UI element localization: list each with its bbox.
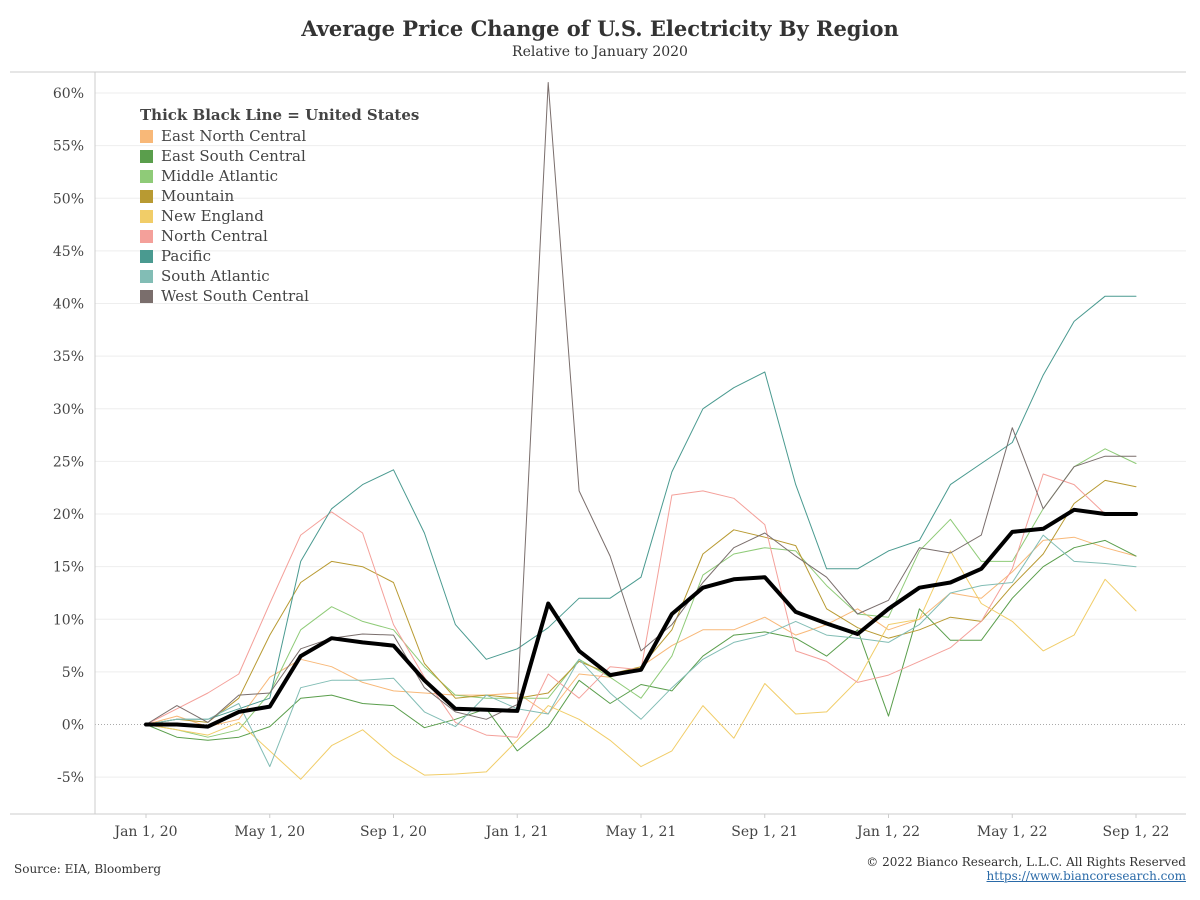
legend-label: Middle Atlantic bbox=[161, 167, 279, 185]
legend-item-east-north-central: East North Central bbox=[140, 126, 419, 146]
source-note: Source: EIA, Bloomberg bbox=[14, 862, 162, 876]
x-tick-label: Jan 1, 22 bbox=[855, 824, 920, 840]
chart-title: Average Price Change of U.S. Electricity… bbox=[301, 16, 899, 41]
legend-swatch bbox=[140, 229, 153, 243]
legend-title: Thick Black Line = United States bbox=[140, 106, 420, 124]
y-tick-label: 0% bbox=[62, 718, 84, 734]
y-tick-label: 20% bbox=[53, 507, 84, 523]
legend-swatch bbox=[140, 269, 153, 283]
series-line-east-south-central bbox=[145, 539, 1137, 752]
legend-label: Mountain bbox=[161, 187, 235, 205]
legend-label: South Atlantic bbox=[161, 267, 270, 285]
legend-item-south-atlantic: South Atlantic bbox=[140, 266, 419, 286]
legend-swatch bbox=[140, 209, 153, 223]
y-tick-label: 10% bbox=[53, 612, 84, 628]
x-tick-label: Jan 1, 21 bbox=[484, 824, 549, 840]
series-line-south-atlantic bbox=[145, 534, 1137, 768]
legend-item-new-england: New England bbox=[140, 206, 419, 226]
x-tick-label: May 1, 21 bbox=[606, 824, 677, 840]
y-tick-label: 30% bbox=[53, 402, 84, 418]
x-tick-label: May 1, 22 bbox=[977, 824, 1048, 840]
y-tick-label: 50% bbox=[53, 191, 84, 207]
legend-label: West South Central bbox=[161, 287, 309, 305]
series-line-mountain bbox=[145, 479, 1137, 725]
y-tick-label: 55% bbox=[53, 139, 84, 155]
series-line-united-states bbox=[144, 507, 1138, 729]
legend: Thick Black Line = United States East No… bbox=[140, 106, 419, 306]
y-tick-label: 25% bbox=[53, 454, 84, 470]
legend-item-mountain: Mountain bbox=[140, 186, 419, 206]
copyright-block: © 2022 Bianco Research, L.L.C. All Right… bbox=[866, 855, 1186, 883]
legend-item-middle-atlantic: Middle Atlantic bbox=[140, 166, 419, 186]
legend-label: Pacific bbox=[161, 247, 211, 265]
chart-subtitle: Relative to January 2020 bbox=[512, 44, 688, 60]
legend-item-pacific: Pacific bbox=[140, 246, 419, 266]
y-tick-label: -5% bbox=[57, 770, 84, 786]
legend-item-west-south-central: West South Central bbox=[140, 286, 419, 306]
legend-item-north-central: North Central bbox=[140, 226, 419, 246]
grid-lines bbox=[95, 92, 1186, 778]
website-link[interactable]: https://www.biancoresearch.com bbox=[986, 869, 1186, 883]
legend-swatch bbox=[140, 189, 153, 203]
x-tick-label: Jan 1, 20 bbox=[112, 824, 177, 840]
series-lines bbox=[144, 82, 1138, 780]
legend-swatch bbox=[140, 289, 153, 303]
series-line-west-south-central bbox=[145, 82, 1137, 725]
y-tick-label: 45% bbox=[53, 244, 84, 260]
legend-swatch bbox=[140, 149, 153, 163]
legend-label: North Central bbox=[161, 227, 268, 245]
legend-swatch bbox=[140, 129, 153, 143]
x-tick-labels: Jan 1, 20 May 1, 20 Sep 1, 20 Jan 1, 21 May … bbox=[112, 824, 1169, 840]
series-line-middle-atlantic bbox=[145, 448, 1137, 738]
legend-label: East South Central bbox=[161, 147, 306, 165]
x-tick-label: Sep 1, 22 bbox=[1103, 824, 1170, 840]
x-tick-label: Sep 1, 21 bbox=[731, 824, 798, 840]
series-line-pacific bbox=[145, 295, 1137, 725]
legend-swatch bbox=[140, 249, 153, 263]
legend-label: East North Central bbox=[161, 127, 307, 145]
x-tick-label: May 1, 20 bbox=[234, 824, 305, 840]
y-tick-label: 5% bbox=[62, 665, 84, 681]
y-tick-label: 40% bbox=[53, 297, 84, 313]
y-tick-label: 35% bbox=[53, 349, 84, 365]
y-tick-labels: -5% 0% 5% 10% 15% 20% 25% 30% 35% 40% 45% 50% 55% 60% bbox=[53, 86, 84, 786]
y-tick-label: 15% bbox=[53, 560, 84, 576]
copyright-text: © 2022 Bianco Research, L.L.C. All Right… bbox=[866, 855, 1186, 869]
legend-swatch bbox=[140, 169, 153, 183]
axes bbox=[10, 71, 1186, 818]
y-tick-label: 60% bbox=[53, 86, 84, 102]
x-tick-label: Sep 1, 20 bbox=[360, 824, 427, 840]
series-line-new-england bbox=[145, 550, 1137, 780]
legend-label: New England bbox=[161, 207, 264, 225]
legend-item-east-south-central: East South Central bbox=[140, 146, 419, 166]
